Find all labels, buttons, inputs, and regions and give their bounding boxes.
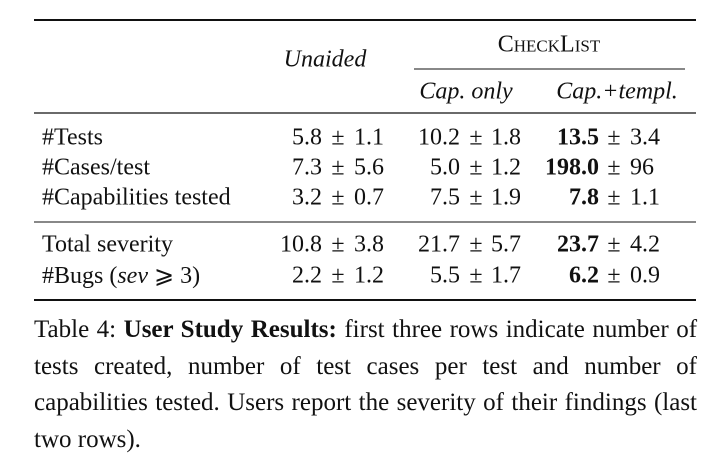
row-label: #Tests [42,125,103,151]
plus-minus: ± [469,263,482,289]
plus-minus: ± [469,232,482,258]
cell-mean: 7.8 [569,185,599,211]
row-label-part: #Bugs ( [42,263,117,289]
cell-mean: 3.2 [292,185,322,211]
plus-minus: ± [331,263,344,289]
sub-header: Cap. only [419,79,513,105]
cell-mean: 13.5 [557,125,599,151]
cell-mean: 198.0 [545,155,599,181]
row-label-part: ⩾ 3) [148,263,200,289]
cell-mean: 7.3 [292,155,322,181]
cell-mean: 5.8 [292,125,322,151]
row-label: #Cases/test [42,155,150,181]
plus-minus: ± [469,155,482,181]
row-label: #Bugs (sev ⩾ 3) [42,263,200,289]
cell-sd: 1.7 [491,263,521,289]
cell-sd: 0.9 [630,263,660,289]
plus-minus: ± [607,155,620,181]
caption-text: first three rows indicate number of test… [34,316,698,453]
plus-minus: ± [607,263,620,289]
cell-sd: 5.6 [354,155,384,181]
cell-mean: 7.5 [430,185,460,211]
plus-minus: ± [469,185,482,211]
cell-mean: 23.7 [557,232,599,258]
cell-sd: 5.7 [491,232,521,258]
cell-sd: 1.1 [354,125,384,151]
cell-mean: 2.2 [292,263,322,289]
plus-minus: ± [331,185,344,211]
plus-minus: ± [331,232,344,258]
caption: Table 4: User Study Results: first three… [34,312,697,458]
cell-sd: 3.8 [354,232,384,258]
plus-minus: ± [607,185,620,211]
cell-sd: 3.4 [630,125,660,151]
sub-header: Cap.+templ. [556,79,678,105]
cell-mean: 10.2 [418,125,460,151]
cell-sd: 96 [630,155,654,181]
row-label: Total severity [42,232,173,258]
cell-sd: 1.2 [354,263,384,289]
cell-mean: 6.2 [569,263,599,289]
plus-minus: ± [469,125,482,151]
caption-label: Table 4: [34,316,117,343]
cell-mean: 10.8 [280,232,322,258]
checklist-header: CheckList [498,32,601,58]
cell-mean: 5.5 [430,263,460,289]
cell-sd: 1.8 [491,125,521,151]
row-label-part: sev [117,263,148,289]
plus-minus: ± [607,125,620,151]
caption-title: User Study Results: [123,316,337,343]
row-label: #Capabilities tested [42,185,231,211]
cell-sd: 1.2 [491,155,521,181]
plus-minus: ± [331,125,344,151]
cell-sd: 1.1 [630,185,660,211]
cell-mean: 21.7 [418,232,460,258]
plus-minus: ± [331,155,344,181]
cell-sd: 1.9 [491,185,521,211]
cell-sd: 0.7 [354,185,384,211]
unaided-header: Unaided [284,47,368,73]
cell-sd: 4.2 [630,232,660,258]
plus-minus: ± [607,232,620,258]
cell-mean: 5.0 [430,155,460,181]
results-table: Unaided CheckList Cap. only Cap.+templ. … [34,19,696,301]
